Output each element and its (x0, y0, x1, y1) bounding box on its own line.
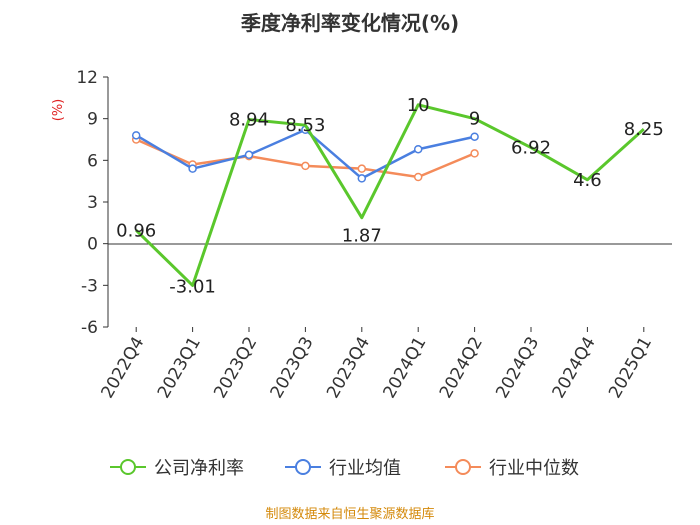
y-tick-label: 0 (87, 235, 98, 255)
data-point (244, 150, 254, 160)
source-note: 制图数据来自恒生聚源数据库 (265, 506, 434, 522)
legend-swatch-marker (120, 459, 136, 475)
legend-label: 行业中位数 (489, 458, 579, 479)
y-axis-unit: (%) (51, 99, 66, 122)
x-tick-label: 2023Q2 (210, 334, 261, 402)
data-point (357, 174, 367, 183)
data-label: 10 (407, 95, 430, 116)
data-label: 4.6 (573, 170, 602, 191)
x-tick-label: 2024Q3 (492, 334, 543, 402)
chart-title: 季度净利率变化情况(%) (240, 11, 459, 35)
y-tick-label: 6 (87, 151, 98, 171)
data-point (188, 164, 197, 173)
data-label: 8.25 (624, 119, 664, 140)
legend-swatch-marker (455, 459, 471, 475)
data-point (131, 131, 141, 140)
y-tick-label: -3 (81, 276, 98, 296)
x-tick-label: 2023Q4 (323, 334, 374, 402)
data-label: 8.94 (229, 110, 269, 131)
data-point (413, 172, 423, 182)
series-line (135, 138, 476, 179)
x-tick-label: 2024Q2 (436, 334, 487, 402)
x-tick-label: 2022Q4 (97, 334, 148, 402)
data-label: 0.96 (116, 220, 156, 241)
data-label: 8.53 (285, 115, 325, 136)
data-label: 9 (469, 109, 480, 130)
legend-label: 公司净利率 (154, 458, 244, 479)
x-tick-label: 2024Q4 (549, 334, 600, 402)
data-point (413, 144, 423, 154)
legend: 公司净利率 行业均值 行业中位数 (110, 458, 579, 479)
y-tick-label: -6 (81, 318, 98, 338)
series-line (135, 103, 645, 287)
series-line (135, 128, 475, 180)
data-label: 1.87 (342, 226, 382, 247)
data-point (357, 164, 367, 173)
x-tick-label: 2023Q3 (267, 334, 318, 402)
y-tick-label: 9 (87, 110, 98, 130)
y-tick-label: 3 (87, 193, 98, 213)
x-tick-label: 2023Q1 (154, 334, 205, 402)
data-label: 6.92 (511, 138, 551, 159)
legend-label: 行业均值 (329, 458, 401, 479)
data-point (301, 161, 310, 171)
x-tick-label: 2025Q1 (605, 334, 656, 402)
x-tick-label: 2024Q1 (379, 334, 430, 402)
y-tick-label: 12 (76, 68, 98, 88)
data-point (470, 149, 479, 158)
data-label: -3.01 (169, 276, 216, 297)
legend-swatch-marker (295, 459, 311, 475)
data-point (470, 132, 479, 141)
